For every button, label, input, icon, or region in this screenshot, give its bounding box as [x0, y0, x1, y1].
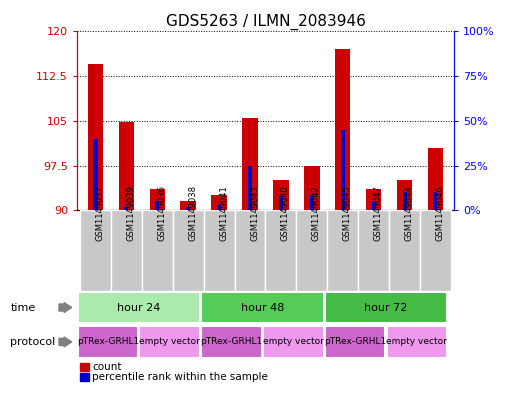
- FancyBboxPatch shape: [234, 210, 266, 291]
- FancyBboxPatch shape: [140, 326, 200, 358]
- FancyBboxPatch shape: [297, 210, 327, 291]
- Bar: [150, 189, 165, 210]
- Text: GSM1149046: GSM1149046: [436, 185, 444, 241]
- FancyBboxPatch shape: [389, 210, 420, 291]
- Text: hour 72: hour 72: [364, 303, 408, 312]
- FancyBboxPatch shape: [77, 326, 138, 358]
- Text: pTRex-GRHL1: pTRex-GRHL1: [77, 338, 139, 346]
- FancyBboxPatch shape: [420, 210, 451, 291]
- FancyBboxPatch shape: [77, 292, 200, 323]
- Text: GSM1149047: GSM1149047: [373, 185, 383, 241]
- FancyBboxPatch shape: [325, 292, 447, 323]
- Bar: [403, 192, 407, 210]
- Bar: [88, 64, 103, 210]
- Bar: [119, 122, 134, 210]
- FancyBboxPatch shape: [263, 326, 324, 358]
- Text: GSM1149043: GSM1149043: [250, 185, 259, 241]
- Bar: [181, 201, 196, 210]
- FancyBboxPatch shape: [201, 292, 324, 323]
- Text: GSM1149042: GSM1149042: [312, 185, 321, 241]
- Text: empty vector: empty vector: [386, 338, 447, 346]
- Text: empty vector: empty vector: [263, 338, 324, 346]
- Bar: [248, 165, 252, 210]
- Bar: [341, 130, 345, 210]
- Text: GSM1149039: GSM1149039: [126, 185, 135, 241]
- Text: empty vector: empty vector: [139, 338, 200, 346]
- Bar: [310, 196, 314, 210]
- Text: GSM1149036: GSM1149036: [157, 185, 166, 241]
- Bar: [186, 207, 190, 210]
- Text: pTRex-GRHL1: pTRex-GRHL1: [324, 338, 386, 346]
- FancyBboxPatch shape: [80, 210, 111, 291]
- Text: GSM1149038: GSM1149038: [188, 185, 197, 241]
- FancyBboxPatch shape: [142, 210, 173, 291]
- Text: count: count: [92, 362, 122, 372]
- FancyBboxPatch shape: [111, 210, 142, 291]
- Bar: [124, 207, 128, 210]
- Text: GSM1149044: GSM1149044: [405, 185, 413, 241]
- FancyBboxPatch shape: [204, 210, 234, 291]
- Text: GSM1149037: GSM1149037: [95, 185, 105, 241]
- Text: percentile rank within the sample: percentile rank within the sample: [92, 372, 268, 382]
- Bar: [371, 201, 376, 210]
- FancyBboxPatch shape: [327, 210, 358, 291]
- Bar: [397, 180, 412, 210]
- FancyBboxPatch shape: [358, 210, 389, 291]
- Bar: [217, 205, 221, 210]
- Text: time: time: [10, 303, 35, 312]
- Text: GSM1149040: GSM1149040: [281, 185, 290, 241]
- Bar: [273, 180, 289, 210]
- Text: pTRex-GRHL1: pTRex-GRHL1: [201, 338, 263, 346]
- Bar: [242, 118, 258, 210]
- Title: GDS5263 / ILMN_2083946: GDS5263 / ILMN_2083946: [166, 14, 365, 30]
- Text: protocol: protocol: [10, 337, 55, 347]
- Bar: [155, 201, 160, 210]
- Bar: [428, 148, 443, 210]
- Text: hour 48: hour 48: [241, 303, 284, 312]
- FancyBboxPatch shape: [173, 210, 204, 291]
- Bar: [304, 165, 320, 210]
- Bar: [366, 189, 381, 210]
- Text: GSM1149045: GSM1149045: [343, 185, 352, 241]
- FancyBboxPatch shape: [266, 210, 297, 291]
- Bar: [211, 195, 227, 210]
- FancyBboxPatch shape: [387, 326, 447, 358]
- Text: hour 24: hour 24: [117, 303, 161, 312]
- Text: GSM1149041: GSM1149041: [219, 185, 228, 241]
- Bar: [433, 192, 438, 210]
- FancyBboxPatch shape: [201, 326, 262, 358]
- FancyBboxPatch shape: [325, 326, 385, 358]
- Bar: [93, 139, 97, 210]
- Bar: [335, 49, 350, 210]
- Bar: [279, 196, 283, 210]
